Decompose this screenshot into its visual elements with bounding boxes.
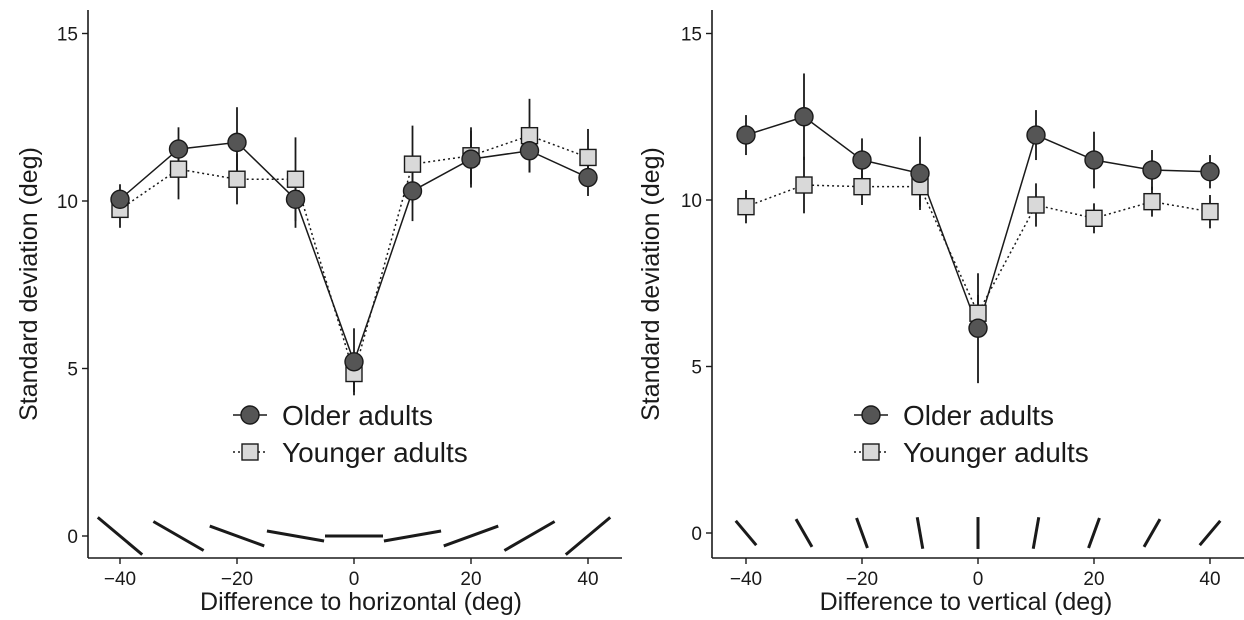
right-older-point bbox=[1142, 160, 1162, 180]
left-y-tick-label: 10 bbox=[57, 192, 78, 213]
left-stimulus-orientation-mark bbox=[503, 520, 556, 552]
left-older-point bbox=[110, 189, 130, 210]
right-older-point bbox=[852, 150, 872, 170]
right-younger-point bbox=[1143, 192, 1161, 211]
left-stimulus-orientation-mark bbox=[209, 524, 265, 548]
right-legend-older-label: Older adults bbox=[903, 400, 1054, 431]
left-y-tick-label: 0 bbox=[67, 527, 78, 548]
right-older-point bbox=[794, 107, 814, 127]
right-older-point bbox=[910, 163, 930, 184]
left-x-tick-label: −40 bbox=[104, 569, 136, 590]
right-older-point bbox=[736, 125, 756, 145]
left-y-tick-label: 5 bbox=[67, 360, 78, 381]
right-stimulus-orientation-mark bbox=[915, 517, 925, 549]
left-stimulus-orientation-mark bbox=[443, 524, 499, 548]
right-panel: 0 5 10 15 −40 −20 0 20 40 Older adults Younger a… bbox=[637, 10, 1244, 616]
left-x-tick-label: −20 bbox=[221, 569, 253, 590]
left-legend: Older adults Younger adults bbox=[233, 400, 468, 468]
right-legend-younger-label: Younger adults bbox=[903, 437, 1089, 468]
right-y-tick-label: 0 bbox=[691, 524, 702, 545]
right-legend-older-marker bbox=[861, 405, 881, 425]
left-stimulus-orientation-mark bbox=[383, 529, 442, 543]
left-older-point bbox=[578, 167, 598, 188]
right-stimulus-orientation-mark bbox=[855, 517, 869, 549]
left-older-point bbox=[227, 132, 247, 153]
right-stimulus-orientation-mark bbox=[1142, 518, 1162, 548]
left-younger-point bbox=[169, 160, 188, 178]
right-plot-area: 0 5 10 15 −40 −20 0 20 40 bbox=[681, 10, 1244, 590]
left-plot-area: 0 5 10 15 −40 −20 0 20 40 bbox=[57, 10, 622, 590]
left-stimulus-orientation-mark bbox=[266, 529, 325, 543]
left-legend-older-marker bbox=[240, 405, 260, 425]
right-y-tick-label: 15 bbox=[681, 25, 702, 46]
left-older-point bbox=[519, 141, 540, 161]
left-younger-point bbox=[228, 170, 246, 188]
left-older-point bbox=[168, 139, 189, 159]
right-older-point bbox=[1084, 150, 1104, 170]
right-x-axis-title: Difference to vertical (deg) bbox=[820, 588, 1113, 616]
left-younger-point bbox=[403, 155, 422, 173]
right-older-point bbox=[1026, 125, 1046, 145]
right-stimulus-orientation-mark bbox=[1198, 519, 1222, 547]
right-x-tick-label: 40 bbox=[1199, 569, 1220, 590]
left-legend-older-label: Older adults bbox=[282, 400, 433, 431]
right-y-axis-title: Standard deviation (deg) bbox=[637, 147, 665, 421]
left-older-point bbox=[461, 149, 481, 169]
right-legend-younger-marker bbox=[862, 443, 880, 461]
right-x-tick-label: 0 bbox=[973, 569, 984, 590]
right-legend: Older adults Younger adults bbox=[854, 400, 1089, 468]
left-legend-younger-label: Younger adults bbox=[282, 437, 468, 468]
left-y-axis-title: Standard deviation (deg) bbox=[15, 147, 43, 421]
left-x-axis-title: Difference to horizontal (deg) bbox=[200, 588, 522, 616]
left-stimulus-orientation-mark bbox=[96, 516, 144, 556]
right-younger-point bbox=[1027, 196, 1045, 214]
left-x-tick-label: 20 bbox=[460, 569, 481, 590]
right-stimulus-orientation-mark bbox=[1087, 517, 1101, 549]
right-younger-point bbox=[853, 177, 871, 196]
right-older-point bbox=[1200, 161, 1220, 182]
right-y-tick-label: 5 bbox=[691, 358, 702, 379]
left-older-point bbox=[285, 189, 306, 210]
left-younger-point bbox=[286, 170, 305, 188]
left-stimulus-orientation-mark bbox=[564, 516, 612, 556]
right-stimulus-orientation-mark bbox=[734, 519, 758, 547]
right-younger-point bbox=[795, 176, 813, 194]
left-older-point bbox=[402, 181, 423, 201]
right-younger-point bbox=[1201, 202, 1219, 221]
left-stimulus-orientation-mark bbox=[152, 520, 205, 552]
left-x-tick-label: 40 bbox=[577, 569, 598, 590]
right-stimulus-orientation-mark bbox=[1031, 517, 1041, 549]
right-older-point bbox=[968, 318, 988, 338]
right-younger-point bbox=[1085, 209, 1103, 228]
right-x-tick-label: −20 bbox=[846, 569, 878, 590]
right-y-tick-label: 10 bbox=[681, 191, 702, 212]
right-younger-point bbox=[737, 197, 755, 216]
left-x-tick-label: 0 bbox=[349, 569, 360, 590]
right-stimulus-orientation-mark bbox=[794, 518, 814, 548]
right-x-tick-label: 20 bbox=[1083, 569, 1104, 590]
left-younger-point bbox=[579, 148, 597, 167]
right-younger-series-line bbox=[745, 184, 1211, 315]
left-older-point bbox=[344, 352, 364, 372]
left-y-tick-label: 15 bbox=[57, 25, 78, 46]
left-legend-younger-marker bbox=[241, 443, 259, 461]
right-x-tick-label: −40 bbox=[730, 569, 762, 590]
left-panel: 0 5 10 15 −40 −20 0 20 40 Older adults Younger a… bbox=[15, 10, 622, 616]
